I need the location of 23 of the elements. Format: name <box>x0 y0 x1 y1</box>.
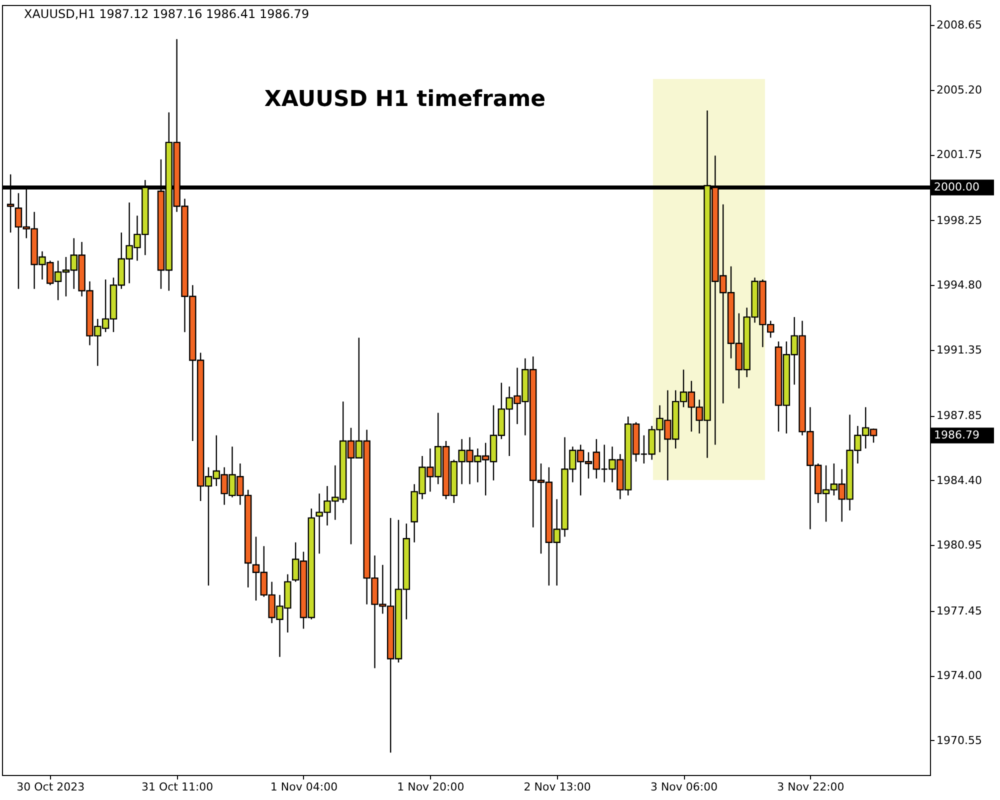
y-tick-label: 2008.65 <box>936 18 982 32</box>
y-tick-label: 1998.25 <box>936 214 982 227</box>
x-tick-label: 30 Oct 2023 <box>16 780 85 794</box>
y-tick-label: 1994.80 <box>936 278 982 292</box>
x-tick-label: 3 Nov 06:00 <box>650 780 718 794</box>
y-tick-label: 2005.20 <box>936 83 982 96</box>
x-tick-label: 2 Nov 13:00 <box>524 780 591 794</box>
chart-subtitle: XAUUSD,H1 1987.12 1987.16 1986.41 1986.79 <box>24 7 310 21</box>
y-tick-label: 1974.00 <box>936 669 982 682</box>
y-tick-label: 1970.55 <box>936 734 982 747</box>
y-tick-label: 1984.40 <box>936 474 982 487</box>
x-tick-label: 1 Nov 04:00 <box>270 780 338 794</box>
y-tick-label: 2001.75 <box>936 148 982 162</box>
y-tick-label: 1980.95 <box>936 538 982 552</box>
text: XAUUSD H1 timeframe <box>264 87 546 112</box>
y-tick-label: 1987.85 <box>936 409 982 422</box>
y-tick-label: 1991.35 <box>936 343 982 356</box>
x-tick-label: 1 Nov 20:00 <box>397 780 464 794</box>
y-tick-label: 1977.45 <box>936 604 982 618</box>
ref-line-label: 2000.00 <box>934 180 980 194</box>
x-tick-label: 3 Nov 22:00 <box>777 780 844 794</box>
text: 1986.79 <box>934 428 980 442</box>
x-tick-label: 31 Oct 11:00 <box>141 780 214 794</box>
